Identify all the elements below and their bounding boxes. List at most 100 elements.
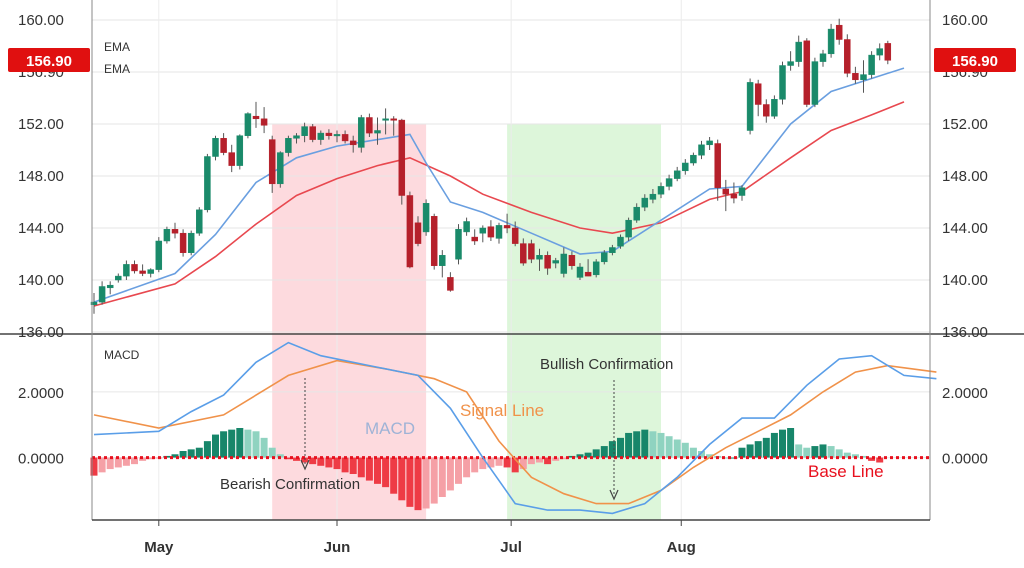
histogram-bar — [203, 441, 211, 458]
signal-line-label: Signal Line — [460, 401, 544, 420]
histogram-bar — [762, 437, 770, 458]
candle-body — [746, 82, 754, 131]
histogram-bar — [527, 457, 535, 465]
candle-body — [471, 236, 478, 242]
histogram-bar — [333, 457, 341, 470]
histogram-bar — [220, 431, 228, 458]
candle-body — [657, 186, 665, 195]
candle-body — [495, 225, 503, 239]
candle-body — [698, 144, 705, 156]
histogram-bar — [544, 457, 552, 465]
macd-ytick-right: 2.0000 — [942, 385, 988, 402]
histogram-bar — [641, 429, 649, 458]
macd-line — [93, 341, 937, 515]
histogram-bar — [438, 457, 446, 497]
histogram-bar — [276, 454, 284, 458]
candle-body — [730, 193, 738, 199]
candle-body — [390, 118, 397, 121]
histogram-bar — [795, 444, 803, 458]
candle-body — [131, 264, 138, 272]
histogram-bar — [406, 457, 414, 507]
histogram-bar — [131, 457, 138, 465]
histogram-bar — [382, 457, 390, 488]
macd-ytick-right: 0.0000 — [942, 451, 988, 468]
histogram-bar — [730, 457, 738, 459]
histogram-bar — [835, 449, 843, 458]
candle-body — [90, 301, 98, 305]
candle-body — [341, 134, 349, 142]
histogram-bar — [244, 429, 252, 458]
candle-body — [601, 252, 608, 263]
histogram-bar — [122, 457, 130, 466]
macd-panel-label: MACD — [104, 348, 140, 362]
candle-body — [811, 61, 819, 105]
candle-body — [665, 178, 673, 187]
histogram-bar — [576, 454, 584, 458]
histogram-bar — [617, 437, 624, 458]
candle-body — [771, 99, 778, 117]
histogram-bar — [503, 457, 511, 468]
histogram-bar — [90, 457, 98, 476]
candle-body — [592, 261, 600, 276]
x-tick-label: Aug — [667, 539, 696, 556]
candle-body — [358, 117, 365, 148]
histogram-bar — [495, 457, 503, 466]
histogram-bar — [430, 457, 438, 504]
macd-ytick-left: 2.0000 — [18, 385, 64, 402]
x-tick-label: Jul — [500, 539, 522, 556]
candle-body — [439, 255, 446, 266]
svg-text:156.90: 156.90 — [952, 53, 998, 70]
candle-body — [366, 117, 373, 134]
price-ytick-left: 136.00 — [18, 324, 64, 341]
histogram-bar — [811, 446, 819, 458]
histogram-bar — [819, 444, 827, 458]
candle-body — [884, 43, 892, 61]
candle-body — [763, 104, 770, 117]
bullish-confirmation-label: Bullish Confirmation — [540, 356, 673, 373]
candle-body — [641, 197, 649, 208]
candle-body — [609, 247, 616, 253]
histogram-bar — [479, 457, 487, 470]
histogram-bar — [665, 436, 673, 458]
histogram-bar — [600, 446, 608, 458]
candle-body — [374, 130, 381, 134]
bearish-arrow-head — [300, 459, 310, 471]
candle-body — [414, 222, 422, 244]
candle-body — [163, 229, 171, 242]
candle-body — [852, 73, 859, 81]
histogram-bar — [398, 457, 406, 501]
candle-body — [382, 118, 389, 121]
histogram-bar — [746, 444, 754, 458]
candle-body — [349, 140, 357, 146]
histogram-bar — [511, 457, 519, 473]
histogram-bar — [633, 431, 641, 458]
histogram-bar — [851, 454, 859, 458]
histogram-bar — [471, 457, 479, 473]
candle-body — [179, 232, 187, 253]
histogram-bar — [722, 457, 730, 459]
histogram-bar — [301, 457, 309, 463]
candle-body — [690, 154, 697, 164]
candle-body — [406, 195, 414, 268]
candle-body — [682, 162, 689, 172]
candle-body — [552, 260, 559, 264]
price-ytick-right: 160.00 — [942, 12, 988, 29]
x-tick-label: May — [144, 539, 174, 556]
histogram-bar — [106, 457, 114, 470]
price-ytick-left: 152.00 — [18, 116, 64, 133]
histogram-bar — [803, 447, 811, 458]
histogram-bar — [171, 454, 179, 458]
histogram-bar — [754, 441, 762, 458]
histogram-bar — [195, 447, 203, 458]
candle-body — [706, 140, 713, 146]
histogram-bar — [860, 455, 867, 458]
histogram-bar — [827, 446, 835, 458]
histogram-bar — [252, 431, 260, 458]
candle-body — [187, 232, 195, 253]
candle-body — [155, 240, 163, 270]
candle-body — [625, 219, 632, 238]
candle-body — [844, 39, 851, 74]
candle-body — [803, 40, 811, 105]
candle-body — [511, 227, 519, 244]
signal-line — [93, 359, 937, 505]
